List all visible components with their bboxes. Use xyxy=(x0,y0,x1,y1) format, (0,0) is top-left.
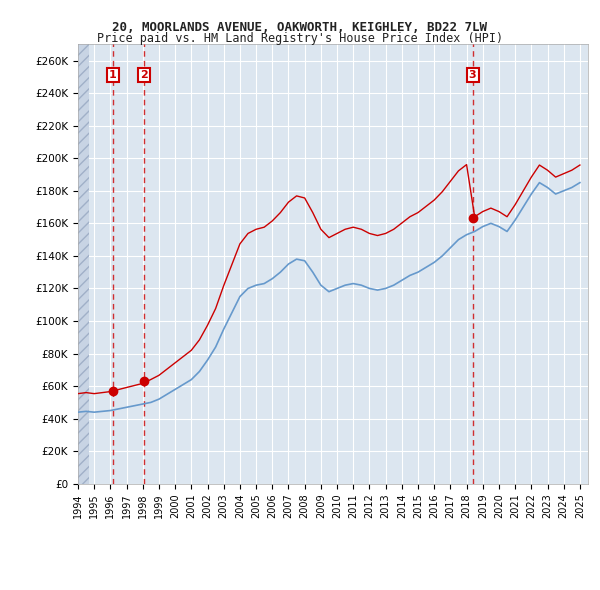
Text: 1: 1 xyxy=(109,70,116,80)
Text: 2: 2 xyxy=(140,70,148,80)
Text: 20, MOORLANDS AVENUE, OAKWORTH, KEIGHLEY, BD22 7LW: 20, MOORLANDS AVENUE, OAKWORTH, KEIGHLEY… xyxy=(113,21,487,34)
Text: 3: 3 xyxy=(469,70,476,80)
Bar xyxy=(78,44,89,484)
Text: Price paid vs. HM Land Registry's House Price Index (HPI): Price paid vs. HM Land Registry's House … xyxy=(97,32,503,45)
